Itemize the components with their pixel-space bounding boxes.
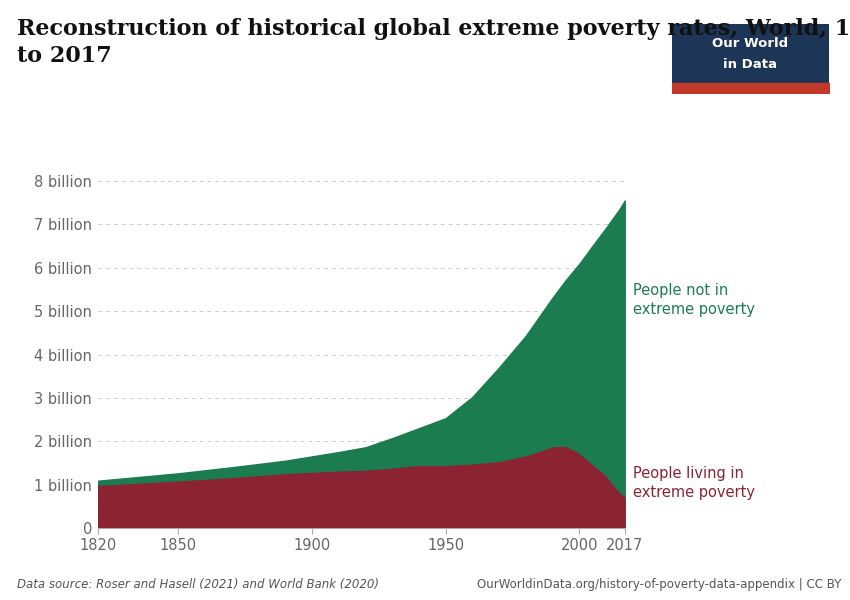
Text: People living in
extreme poverty: People living in extreme poverty [633, 466, 756, 500]
Text: OurWorldinData.org/history-of-poverty-data-appendix | CC BY: OurWorldinData.org/history-of-poverty-da… [477, 578, 842, 591]
Text: in Data: in Data [723, 58, 777, 71]
Text: Data source: Roser and Hasell (2021) and World Bank (2020): Data source: Roser and Hasell (2021) and… [17, 578, 379, 591]
Text: Reconstruction of historical global extreme poverty rates, World, 1820
to 2017: Reconstruction of historical global extr… [17, 18, 850, 67]
Text: Our World: Our World [712, 37, 788, 50]
Text: People not in
extreme poverty: People not in extreme poverty [633, 283, 756, 317]
